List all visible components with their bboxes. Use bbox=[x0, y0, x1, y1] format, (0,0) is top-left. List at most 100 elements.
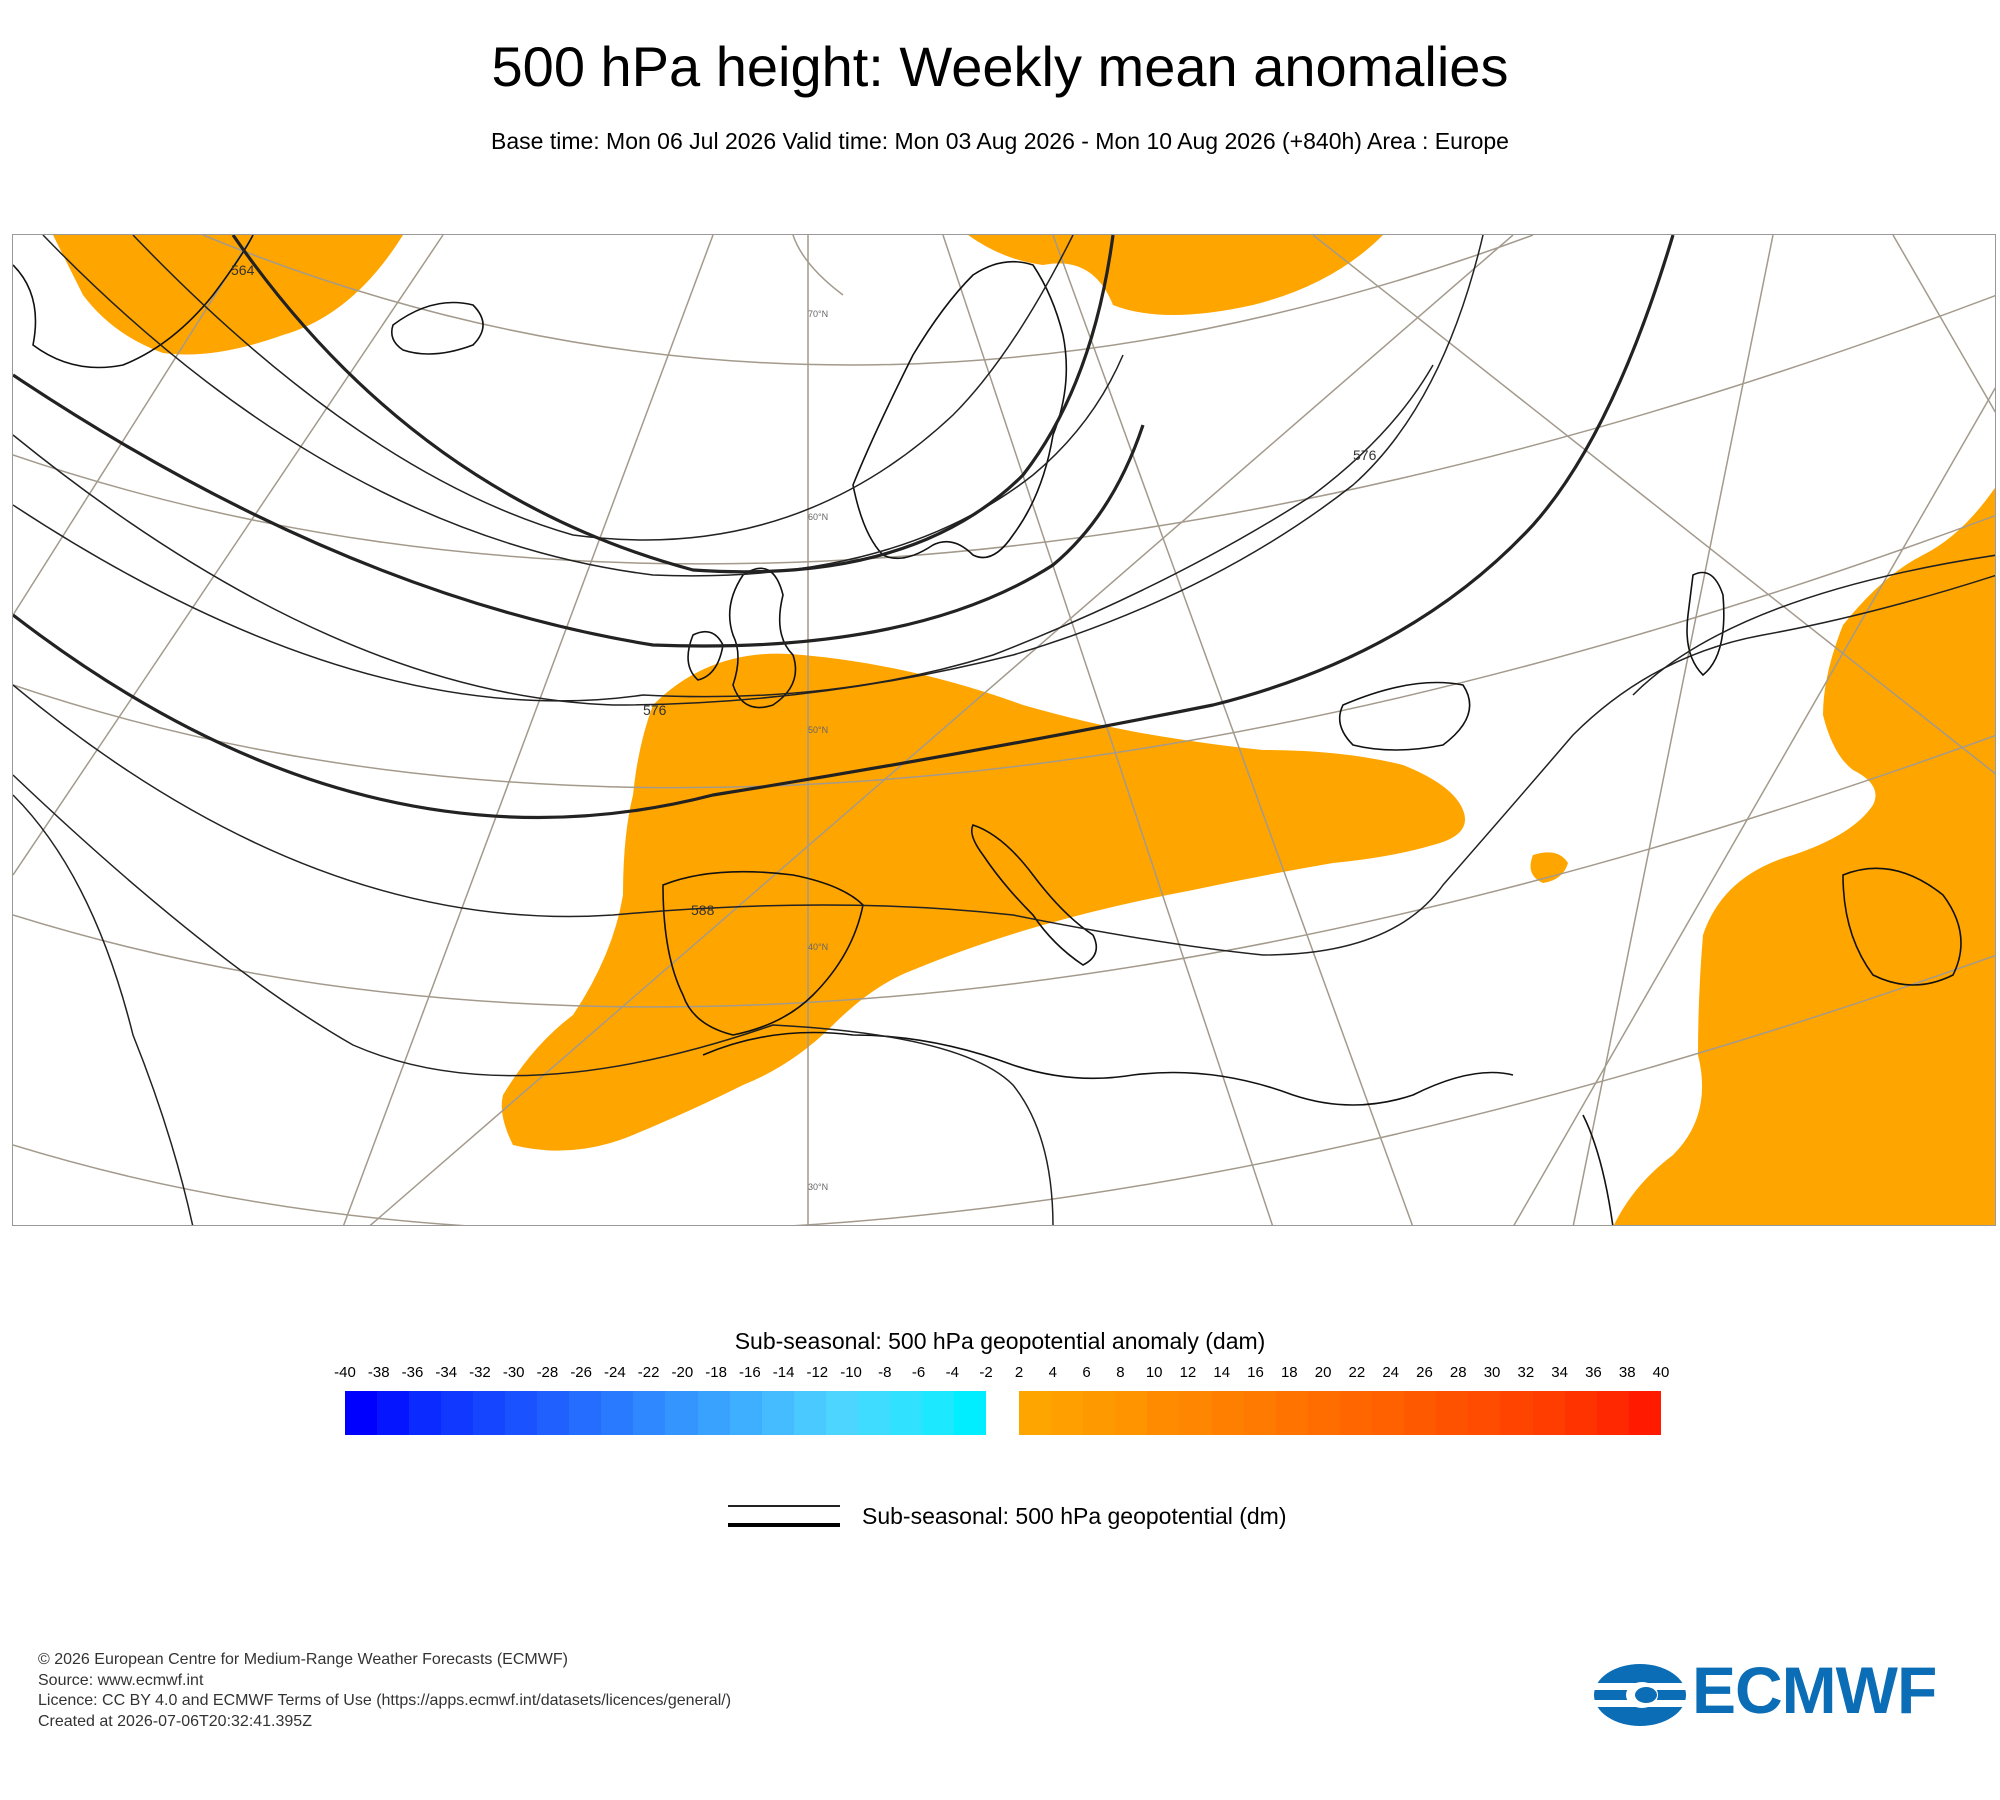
latitude-label: 40°N bbox=[808, 942, 828, 952]
contour-label: 576 bbox=[643, 702, 667, 718]
coast-italy bbox=[970, 824, 1098, 966]
colorbar-swatch bbox=[1083, 1391, 1116, 1435]
contour-564-west bbox=[13, 373, 1145, 648]
colorbar-tick-label: 24 bbox=[1382, 1364, 1400, 1381]
colorbar-swatch bbox=[1404, 1391, 1437, 1435]
colorbar-swatch bbox=[665, 1391, 698, 1435]
colorbar-tick-label: -12 bbox=[806, 1364, 829, 1381]
thick-line-swatch bbox=[728, 1523, 840, 1527]
coast-north-africa bbox=[702, 1031, 1514, 1106]
coastline-layer bbox=[13, 235, 1962, 1225]
contour-label: 588 bbox=[691, 902, 715, 918]
colorbar-tick-label: -34 bbox=[435, 1364, 458, 1381]
colorbar-tick-label: 2 bbox=[1014, 1364, 1024, 1381]
colorbar-swatch bbox=[1372, 1391, 1405, 1435]
colorbar-tick-label: 32 bbox=[1517, 1364, 1535, 1381]
colorbar-swatch bbox=[473, 1391, 506, 1435]
coast-greenland bbox=[13, 235, 254, 369]
colorbar-tick-label: 20 bbox=[1314, 1364, 1332, 1381]
contour-564 bbox=[231, 235, 1115, 574]
colorbar-tick-label: 34 bbox=[1551, 1364, 1568, 1381]
colorbar-tick-label: -38 bbox=[367, 1364, 390, 1381]
colorbar-tick-label: 12 bbox=[1179, 1364, 1197, 1381]
colorbar-tick-label: 36 bbox=[1585, 1364, 1602, 1381]
colorbar-tick-label: -4 bbox=[945, 1364, 959, 1381]
anomaly-region-barents bbox=[968, 235, 1383, 315]
colorbar-tick-label: 16 bbox=[1247, 1364, 1264, 1381]
colorbar-swatch bbox=[921, 1391, 954, 1435]
anomaly-legend-ticks: -40 -38 -36 -34 -32 -30 -28 -26 -24 -22 -20 -18 -16-… bbox=[0, 1364, 2000, 1388]
licence-text: Licence: CC BY 4.0 and ECMWF Terms of Us… bbox=[38, 1692, 732, 1709]
colorbar-swatch bbox=[1564, 1391, 1597, 1435]
latitude-label: 60°N bbox=[808, 512, 828, 522]
colorbar-tick-label: -24 bbox=[604, 1364, 626, 1381]
ecmwf-logo-icon bbox=[1594, 1664, 1686, 1726]
colorbar-swatch bbox=[569, 1391, 602, 1435]
anomaly-region-cyprus bbox=[1530, 852, 1568, 883]
contour-588 bbox=[13, 774, 1054, 1225]
colorbar-tick-label: 14 bbox=[1213, 1364, 1231, 1381]
colorbar-tick-label: 18 bbox=[1280, 1364, 1298, 1381]
anomaly-colorbar-negative bbox=[345, 1391, 986, 1435]
colorbar-swatch bbox=[889, 1391, 922, 1435]
colorbar-swatch bbox=[1147, 1391, 1180, 1435]
colorbar-tick-label: -22 bbox=[637, 1364, 660, 1381]
footer-credits: © 2026 European Centre for Medium-Range … bbox=[38, 1650, 731, 1732]
contour-570 bbox=[13, 364, 1434, 702]
colorbar-swatch bbox=[825, 1391, 858, 1435]
colorbar-tick-label: -16 bbox=[738, 1364, 761, 1381]
colorbar-tick-label: 22 bbox=[1348, 1364, 1366, 1381]
anomaly-fill-layer bbox=[53, 235, 1995, 1225]
colorbar-swatch bbox=[1532, 1391, 1565, 1435]
map-panel[interactable]: 564 576 588 576 70°N 60°N 50°N 40°N 30°N bbox=[12, 234, 1996, 1226]
contour-558 bbox=[42, 235, 1124, 577]
anomaly-colorbar-positive bbox=[1019, 1391, 1661, 1435]
contour-label: 576 bbox=[1353, 447, 1377, 463]
coast-red-sea bbox=[1582, 1114, 1614, 1225]
colorbar-swatch bbox=[505, 1391, 538, 1435]
colorbar-swatch bbox=[1211, 1391, 1244, 1435]
contour-582 bbox=[13, 574, 1995, 956]
colorbar-swatch bbox=[1628, 1391, 1661, 1435]
colorbar-tick-label: -2 bbox=[979, 1364, 993, 1381]
coast-black-sea bbox=[1338, 681, 1471, 751]
colorbar-swatch bbox=[793, 1391, 826, 1435]
coast-iceland bbox=[390, 301, 484, 355]
colorbar-swatch bbox=[537, 1391, 570, 1435]
colorbar-swatch bbox=[857, 1391, 890, 1435]
colorbar-tick-label: 8 bbox=[1116, 1364, 1125, 1381]
contour-588-east bbox=[1632, 554, 1995, 696]
colorbar-tick-label: 40 bbox=[1652, 1364, 1670, 1381]
contour-label: 564 bbox=[231, 262, 255, 278]
colorbar-swatch bbox=[601, 1391, 634, 1435]
colorbar-swatch bbox=[1179, 1391, 1212, 1435]
colorbar-swatch bbox=[697, 1391, 730, 1435]
colorbar-tick-label: 6 bbox=[1082, 1364, 1091, 1381]
contour-594 bbox=[13, 794, 194, 1225]
colorbar-swatch bbox=[409, 1391, 442, 1435]
colorbar-tick-label: 10 bbox=[1145, 1364, 1163, 1381]
copyright-text: © 2026 European Centre for Medium-Range … bbox=[38, 1651, 568, 1668]
coast-uk bbox=[728, 567, 797, 709]
chart-title: 500 hPa height: Weekly mean anomalies bbox=[491, 35, 1509, 98]
anomaly-region-europe bbox=[501, 653, 1465, 1151]
anomaly-region-middle-east bbox=[1614, 487, 1995, 1225]
colorbar-tick-label: 30 bbox=[1483, 1364, 1501, 1381]
colorbar-tick-label: -36 bbox=[401, 1364, 424, 1381]
colorbar-tick-label: -18 bbox=[705, 1364, 727, 1381]
coast-iberia bbox=[662, 870, 864, 1036]
colorbar-tick-label: -10 bbox=[840, 1364, 862, 1381]
coast-scandinavia bbox=[852, 260, 1068, 560]
colorbar-tick-label: -20 bbox=[671, 1364, 694, 1381]
ecmwf-logo-text: ECMWF bbox=[1692, 1653, 1937, 1727]
colorbar-tick-label: -40 bbox=[334, 1364, 356, 1381]
colorbar-tick-label: 38 bbox=[1618, 1364, 1636, 1381]
colorbar-swatch bbox=[1115, 1391, 1148, 1435]
colorbar-swatch bbox=[1468, 1391, 1501, 1435]
coast-arabia bbox=[1842, 867, 1962, 986]
coast-caspian bbox=[1686, 571, 1725, 677]
created-timestamp: Created at 2026-07-06T20:32:41.395Z bbox=[38, 1712, 312, 1730]
colorbar-swatch bbox=[1500, 1391, 1533, 1435]
colorbar-tick-label: 26 bbox=[1416, 1364, 1433, 1381]
contour-576 bbox=[13, 235, 1484, 706]
